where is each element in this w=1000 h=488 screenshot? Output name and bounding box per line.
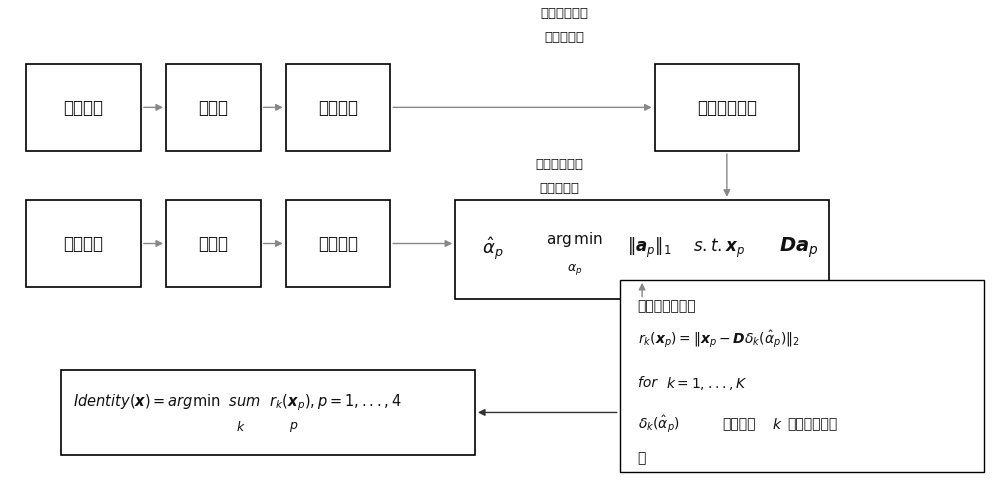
Text: $\mathrm{arg\,min}$: $\mathrm{arg\,min}$ [546,230,603,249]
FancyBboxPatch shape [166,201,261,287]
FancyBboxPatch shape [655,64,799,152]
Text: 稀疏表示字典: 稀疏表示字典 [697,99,757,117]
Text: 将各子带分别: 将各子带分别 [541,7,589,20]
Text: 训练样本: 训练样本 [64,99,104,117]
FancyBboxPatch shape [166,64,261,152]
Text: 将各子带分别: 将各子带分别 [536,158,584,170]
Text: 小波变换: 小波变换 [318,235,358,253]
FancyBboxPatch shape [286,64,390,152]
Text: $\delta_k(\hat{\alpha}_p)$: $\delta_k(\hat{\alpha}_p)$ [638,413,680,434]
Text: $k$: $k$ [236,419,245,433]
Text: $\|\boldsymbol{a}_p\|_1$: $\|\boldsymbol{a}_p\|_1$ [627,236,672,260]
Text: 子: 子 [638,450,646,465]
Text: 下采样: 下采样 [198,99,228,117]
Text: 小波变换: 小波变换 [318,99,358,117]
FancyBboxPatch shape [620,281,984,472]
Text: 测试样本: 测试样本 [64,235,104,253]
Text: $k$: $k$ [772,416,783,431]
Text: 下采样: 下采样 [198,235,228,253]
Text: Identity$(\boldsymbol{x})=$arg$\min$  sum  $r_k(\boldsymbol{x}_p), p=1,...,4$: Identity$(\boldsymbol{x})=$arg$\min$ sum… [73,392,402,412]
Text: $s.t.\boldsymbol{x}_p$: $s.t.\boldsymbol{x}_p$ [693,236,745,259]
Text: $p$: $p$ [289,419,298,433]
FancyBboxPatch shape [61,370,475,455]
Text: $\boldsymbol{D}\boldsymbol{a}_p$: $\boldsymbol{D}\boldsymbol{a}_p$ [779,235,819,260]
Text: 是只与第: 是只与第 [722,417,756,430]
Text: $\alpha_p$: $\alpha_p$ [567,261,582,276]
Text: 类値相同的算: 类値相同的算 [787,417,837,430]
Text: $k=1,...,K$: $k=1,...,K$ [666,374,747,391]
FancyBboxPatch shape [26,201,141,287]
Text: $r_k(\boldsymbol{x}_p)=\|\boldsymbol{x}_p-\boldsymbol{D}\delta_k(\hat{\alpha}_p): $r_k(\boldsymbol{x}_p)=\|\boldsymbol{x}_… [638,328,799,349]
Text: 堆叠成向量: 堆叠成向量 [545,31,585,44]
Text: 堆叠成向量: 堆叠成向量 [540,182,580,195]
Text: $\hat{\alpha}_p$: $\hat{\alpha}_p$ [482,234,504,261]
FancyBboxPatch shape [455,201,829,300]
Text: 计算每类的残差: 计算每类的残差 [638,299,696,313]
Text: for: for [638,375,661,389]
FancyBboxPatch shape [26,64,141,152]
FancyBboxPatch shape [286,201,390,287]
